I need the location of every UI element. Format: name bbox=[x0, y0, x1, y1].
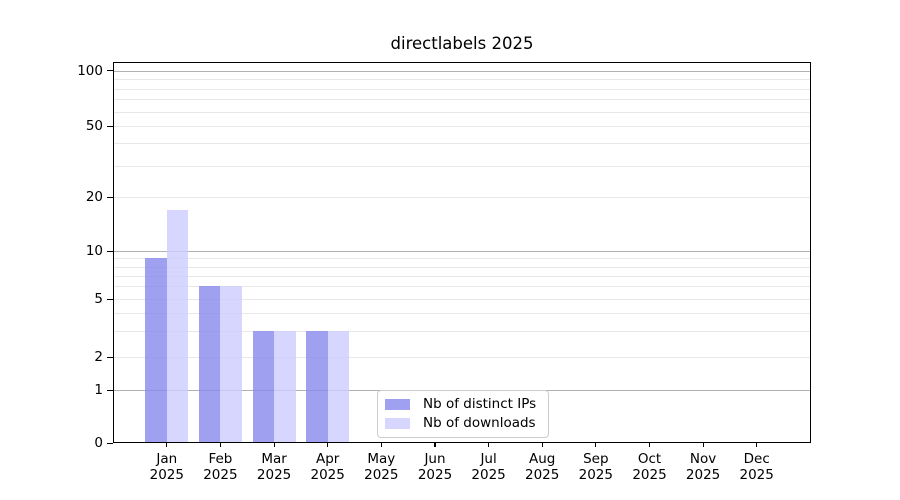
bar-mar-ips bbox=[252, 331, 275, 444]
x-tick-label-jun: Jun 2025 bbox=[417, 451, 453, 483]
y-tick-label-5: 5 bbox=[94, 291, 103, 307]
x-tick-mark-jul bbox=[488, 443, 490, 448]
gridline-5 bbox=[113, 299, 811, 300]
gridline-3 bbox=[113, 331, 811, 333]
gridline-100 bbox=[113, 70, 811, 72]
y-tick-label-100: 100 bbox=[77, 62, 103, 79]
gridline-7 bbox=[113, 275, 811, 277]
plot-area bbox=[113, 62, 811, 444]
legend: Nb of distinct IPs Nb of downloads bbox=[377, 390, 549, 438]
gridline-6 bbox=[113, 286, 811, 288]
gridline-10 bbox=[113, 251, 811, 252]
bar-jan-downloads bbox=[166, 209, 189, 444]
gridline-9 bbox=[113, 258, 811, 260]
x-tick-mark-dec bbox=[756, 443, 758, 448]
x-tick-mark-feb bbox=[219, 443, 221, 448]
legend-item-downloads: Nb of downloads bbox=[385, 416, 541, 431]
y-tick-label-20: 20 bbox=[85, 189, 103, 205]
chart-title: directlabels 2025 bbox=[390, 34, 534, 53]
x-tick-label-oct: Oct 2025 bbox=[632, 451, 667, 483]
y-tick-mark-0 bbox=[107, 442, 113, 444]
x-tick-mark-jan bbox=[166, 443, 168, 448]
x-tick-label-nov: Nov 2025 bbox=[685, 451, 721, 483]
x-tick-label-may: May 2025 bbox=[364, 451, 399, 483]
x-tick-mark-sep bbox=[595, 443, 597, 448]
x-tick-label-apr: Apr 2025 bbox=[310, 451, 345, 483]
gridline-2 bbox=[113, 357, 811, 358]
legend-swatch-downloads bbox=[385, 418, 410, 429]
x-tick-mark-mar bbox=[273, 443, 275, 448]
x-tick-mark-aug bbox=[541, 443, 543, 448]
y-tick-mark-50 bbox=[107, 125, 113, 127]
x-tick-mark-apr bbox=[327, 443, 329, 448]
y-tick-mark-20 bbox=[107, 196, 113, 198]
gridline-30 bbox=[113, 165, 811, 167]
gridline-40 bbox=[113, 143, 811, 145]
y-tick-label-50: 50 bbox=[85, 118, 103, 134]
gridline-80 bbox=[113, 88, 811, 90]
gridline-60 bbox=[113, 111, 811, 113]
y-tick-mark-2 bbox=[107, 356, 113, 358]
y-tick-label-0: 0 bbox=[94, 435, 103, 452]
bar-apr-downloads bbox=[327, 331, 350, 444]
gridline-4 bbox=[113, 313, 811, 315]
x-tick-mark-jun bbox=[434, 443, 436, 448]
x-tick-label-dec: Dec 2025 bbox=[739, 451, 774, 483]
gridline-50 bbox=[113, 126, 811, 127]
bar-feb-ips bbox=[198, 286, 221, 444]
legend-item-distinct-ips: Nb of distinct IPs bbox=[385, 397, 541, 412]
gridline-70 bbox=[113, 99, 811, 101]
bar-feb-downloads bbox=[220, 286, 242, 444]
x-tick-label-sep: Sep 2025 bbox=[578, 451, 613, 483]
y-tick-mark-5 bbox=[107, 298, 113, 300]
y-tick-label-1: 1 bbox=[94, 382, 103, 398]
y-tick-label-2: 2 bbox=[94, 349, 103, 365]
x-tick-mark-nov bbox=[702, 443, 704, 448]
y-tick-mark-10 bbox=[107, 250, 113, 252]
gridline-20 bbox=[113, 197, 811, 198]
y-tick-mark-1 bbox=[107, 389, 113, 391]
y-tick-mark-100 bbox=[107, 70, 113, 72]
bar-apr-ips bbox=[306, 331, 328, 444]
x-tick-label-jul: Jul 2025 bbox=[471, 451, 506, 483]
x-tick-label-aug: Aug 2025 bbox=[525, 451, 560, 483]
gridline-90 bbox=[113, 79, 811, 81]
legend-swatch-distinct-ips bbox=[385, 399, 410, 410]
x-tick-label-jan: Jan 2025 bbox=[149, 451, 184, 483]
bar-jan-ips bbox=[145, 258, 167, 444]
x-tick-mark-oct bbox=[648, 443, 651, 448]
x-tick-label-mar: Mar 2025 bbox=[256, 451, 292, 483]
y-tick-label-10: 10 bbox=[85, 243, 103, 259]
legend-label-downloads: Nb of downloads bbox=[423, 415, 536, 431]
bar-mar-downloads bbox=[274, 331, 296, 444]
x-tick-label-feb: Feb 2025 bbox=[203, 451, 238, 483]
x-tick-mark-may bbox=[380, 443, 382, 448]
legend-label-distinct-ips: Nb of distinct IPs bbox=[423, 396, 537, 412]
gridline-8 bbox=[113, 266, 811, 268]
